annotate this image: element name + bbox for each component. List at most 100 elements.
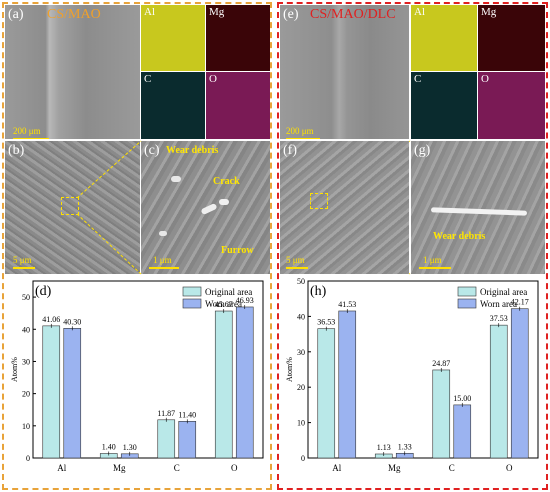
scale-b: 5 μm [13, 255, 32, 265]
annotation-furrow: Furrow [221, 245, 254, 256]
y-tick-label: 50 [22, 293, 30, 302]
legend-label: Original area [205, 287, 252, 297]
x-tick-label: C [449, 463, 455, 473]
data-label: 40.30 [63, 317, 81, 326]
bar [510, 308, 529, 459]
debris-particle [219, 199, 229, 205]
legend-label: Original area [480, 287, 527, 297]
y-tick-label: 10 [297, 419, 305, 428]
data-label: 45.67 [215, 300, 233, 309]
bar [214, 310, 233, 459]
data-label: 1.40 [102, 442, 116, 451]
bar [317, 328, 336, 459]
bar [178, 421, 197, 459]
annotation-wear-debris-right: Wear debris [433, 231, 486, 242]
y-tick-label: 40 [297, 312, 305, 321]
y-tick-label: 0 [301, 454, 305, 463]
sem-image-a: (a) CS/MAO 200 μm [5, 5, 140, 139]
label-f: (f) [283, 143, 297, 158]
map-c-right: C [411, 72, 477, 139]
chart-h-container: (h) 0 10 20 30 40 50 Atom% Al 36.53 41.53 Mg 1.13 1.… [280, 276, 545, 487]
label-c: (c) [144, 143, 160, 158]
y-tick-label: 10 [22, 422, 30, 431]
legend-swatch [457, 286, 477, 297]
scalebar-f [286, 267, 308, 269]
y-tick-label: 30 [22, 357, 30, 366]
bar [42, 325, 61, 459]
left-group-frame [2, 2, 272, 490]
x-tick-label: O [506, 463, 513, 473]
data-label: 15.00 [453, 394, 471, 403]
data-label: 1.30 [123, 443, 137, 452]
map-c-left: C [141, 72, 205, 139]
bar [63, 328, 82, 459]
legend-swatch [457, 298, 477, 309]
label-d: (d) [35, 284, 52, 299]
map-o-left: O [206, 72, 270, 139]
x-tick-label: Mg [113, 463, 126, 473]
y-axis-label: Atom% [10, 357, 19, 382]
data-label: 1.13 [377, 443, 391, 452]
data-label: 36.53 [317, 318, 335, 327]
bar [235, 306, 254, 459]
y-tick-label: 20 [22, 390, 30, 399]
label-e: (e) [283, 7, 299, 22]
annotation-wear-debris-left: Wear debris [166, 145, 219, 156]
scalebar-a [13, 138, 49, 139]
sem-image-g: (g) Wear debris 1 μm [411, 141, 545, 274]
sem-image-e: (e) CS/MAO/DLC 200 μm [280, 5, 409, 139]
scale-c: 1 μm [153, 255, 172, 265]
legend-label: Worn area [480, 299, 517, 309]
data-label: 41.06 [42, 315, 60, 324]
bar [489, 324, 508, 459]
annotation-crack: Crack [213, 176, 240, 187]
scale-a: 200 μm [13, 126, 41, 136]
y-tick-label: 40 [22, 325, 30, 334]
plot-frame [307, 280, 539, 459]
label-h: (h) [310, 284, 327, 299]
bar [453, 404, 472, 459]
legend-swatch [182, 298, 202, 309]
data-label: 42.17 [511, 298, 529, 307]
scalebar-c [149, 267, 179, 269]
scale-e: 200 μm [286, 126, 314, 136]
map-mg-right: Mg [478, 5, 545, 71]
map-o-right: O [478, 72, 545, 139]
scale-f: 5 μm [286, 255, 305, 265]
label-b: (b) [8, 143, 25, 158]
y-tick-label: 0 [26, 454, 30, 463]
scalebar-g [419, 267, 451, 269]
chart-d-container: (d) 0 10 20 30 40 50 Atom% Al 41.06 40.30 Mg 1.40 1.… [5, 276, 270, 487]
map-mg-left: Mg [206, 5, 270, 71]
title-right: CS/MAO/DLC [310, 7, 396, 22]
data-label: 11.87 [157, 409, 175, 418]
bar [432, 369, 451, 459]
zoom-box-f [310, 193, 328, 209]
data-label: 1.33 [398, 442, 412, 451]
y-axis-label: Atom% [285, 357, 294, 382]
data-label: 46.93 [236, 296, 254, 305]
data-label: 37.53 [490, 314, 508, 323]
scale-g: 1 μm [423, 255, 442, 265]
bar [338, 310, 357, 459]
data-label: 41.53 [338, 300, 356, 309]
legend-swatch [182, 286, 202, 297]
debris-particle [171, 176, 181, 182]
x-tick-label: O [231, 463, 238, 473]
sem-image-c: (c) Wear debris Crack Furrow 1 μm [141, 141, 270, 274]
y-tick-label: 50 [297, 277, 305, 286]
plot-frame [32, 280, 264, 459]
x-tick-label: Al [332, 463, 341, 473]
y-tick-label: 30 [297, 348, 305, 357]
zoom-box-b [61, 197, 79, 215]
y-tick-label: 20 [297, 383, 305, 392]
data-label: 24.87 [432, 359, 450, 368]
x-tick-label: C [174, 463, 180, 473]
map-al-left: Al [141, 5, 205, 71]
map-al-right: Al [411, 5, 477, 71]
data-label: 11.40 [178, 410, 196, 419]
sem-image-f: (f) 5 μm [280, 141, 409, 274]
legend-label: Worn area [205, 299, 242, 309]
scalebar-e [286, 138, 320, 139]
